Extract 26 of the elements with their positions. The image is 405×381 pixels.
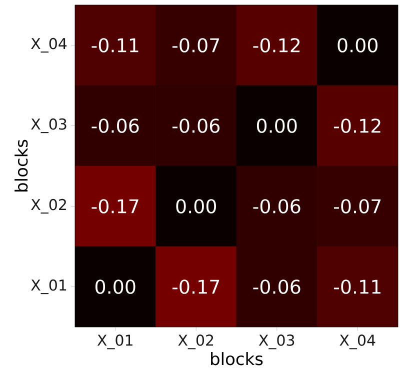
data-label: -0.06 (253, 199, 300, 214)
data-label: 0.00 (95, 280, 136, 294)
x-tick-label: X_01 (97, 334, 132, 350)
x-axis-title: blocks (211, 352, 263, 366)
y-tick-label: X_03 (31, 118, 66, 134)
data-label: -0.07 (334, 199, 381, 214)
x-tick-label: X_04 (340, 334, 376, 350)
data-label: -0.12 (334, 118, 380, 133)
data-label: -0.06 (172, 118, 220, 133)
data-label: -0.07 (172, 38, 220, 52)
y-tick-label: X_04 (31, 38, 67, 53)
data-label: 0.00 (256, 118, 297, 133)
data-label: -0.17 (172, 280, 220, 294)
data-label: -0.11 (92, 38, 138, 52)
data-label: -0.06 (92, 118, 139, 133)
data-label: -0.17 (92, 199, 138, 214)
y-tick-label: X_01 (31, 279, 66, 294)
data-label: -0.06 (253, 280, 300, 294)
data-label: -0.11 (334, 280, 380, 294)
data-label: -0.12 (253, 38, 300, 52)
data-label: 0.00 (338, 38, 378, 52)
x-tick-label: X_03 (258, 334, 294, 350)
data-label: 0.00 (176, 199, 216, 214)
y-axis-title: blocks (14, 140, 28, 192)
x-tick-label: X_02 (178, 334, 214, 350)
y-tick-label: X_02 (31, 198, 66, 214)
